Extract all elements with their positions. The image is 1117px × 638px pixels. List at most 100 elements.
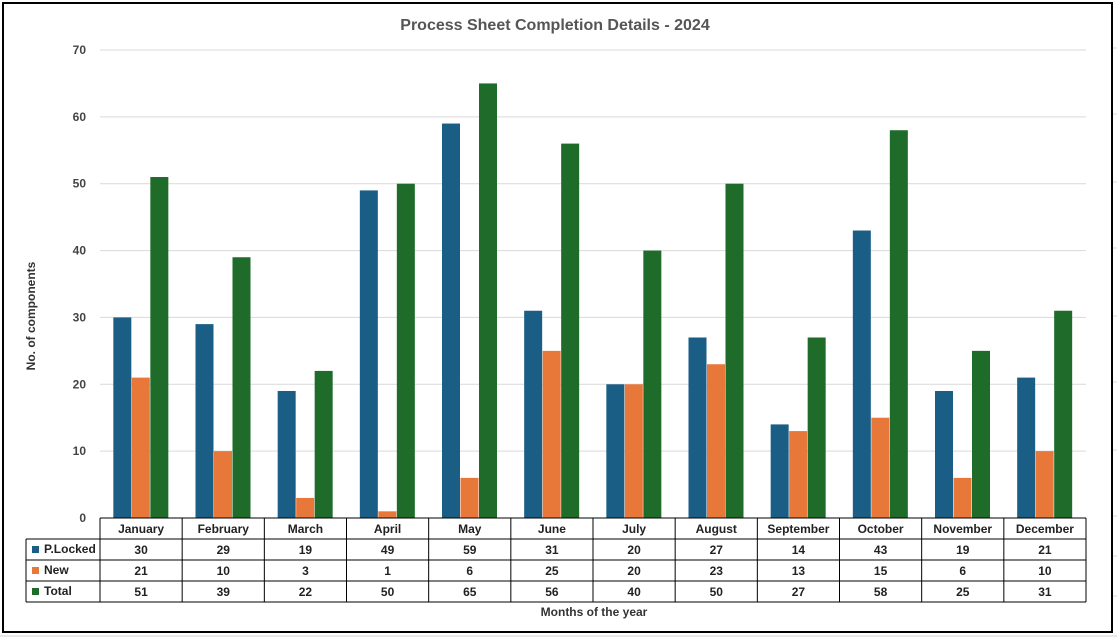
bar-total-june (561, 143, 580, 518)
table-value: 10 (217, 564, 231, 578)
category-label: September (767, 522, 829, 536)
table-value: 30 (134, 543, 148, 557)
table-value: 19 (956, 543, 970, 557)
category-label: November (933, 522, 992, 536)
table-value: 51 (134, 585, 148, 599)
x-axis-label: Months of the year (541, 605, 648, 619)
y-tick-label: 10 (73, 444, 87, 458)
category-label: July (622, 522, 646, 536)
bar-new-january (131, 377, 150, 518)
category-label: April (374, 522, 401, 536)
table-value: 31 (545, 543, 559, 557)
bar-new-june (542, 350, 561, 518)
bar-new-february (214, 451, 232, 518)
legend-swatch (32, 567, 39, 574)
bar-p-locked-december (1017, 377, 1036, 518)
table-value: 56 (545, 585, 559, 599)
bar-total-september (807, 337, 826, 518)
legend-swatch (32, 588, 39, 595)
category-label: May (458, 522, 482, 536)
bar-new-october (871, 417, 890, 518)
table-value: 27 (792, 585, 806, 599)
y-tick-label: 40 (73, 244, 87, 258)
bar-total-august (725, 183, 744, 518)
table-value: 25 (545, 564, 559, 578)
bar-total-may (479, 83, 497, 518)
legend-label: P.Locked (44, 542, 96, 556)
table-value: 1 (384, 564, 391, 578)
bar-p-locked-october (852, 230, 871, 518)
table-value: 13 (792, 564, 806, 578)
y-tick-label: 50 (73, 177, 87, 191)
legend-label: Total (44, 584, 72, 598)
bar-p-locked-april (359, 190, 378, 518)
y-tick-label: 30 (73, 310, 87, 324)
chart-title: Process Sheet Completion Details - 2024 (400, 17, 710, 34)
category-label: March (288, 522, 323, 536)
bar-new-may (460, 477, 479, 518)
table-value: 21 (1038, 543, 1052, 557)
y-tick-label: 60 (73, 110, 87, 124)
table-value: 6 (466, 564, 473, 578)
y-axis-ticks: 0 10 20 30 40 50 60 70 (73, 43, 87, 525)
table-value: 40 (627, 585, 641, 599)
table-value: 20 (627, 564, 641, 578)
bar-total-march (314, 370, 333, 518)
chart: Process Sheet Completion Details - 2024 … (24, 17, 1087, 619)
bar-total-january (150, 177, 169, 518)
table-value: 23 (710, 564, 724, 578)
y-tick-label: 70 (73, 43, 87, 57)
bar-new-april (378, 511, 397, 518)
bar-p-locked-february (195, 324, 214, 518)
bar-new-september (789, 431, 808, 518)
table-value: 31 (1038, 585, 1052, 599)
table-value: 25 (956, 585, 970, 599)
y-tick-label: 0 (79, 511, 86, 525)
table-value: 6 (959, 564, 966, 578)
category-label: December (1016, 522, 1074, 536)
bar-p-locked-november (935, 390, 953, 518)
category-label: October (858, 522, 904, 536)
bar-new-december (1035, 451, 1054, 518)
bar-total-february (232, 257, 251, 518)
bar-p-locked-january (113, 317, 132, 518)
bars (113, 83, 1073, 519)
bar-new-august (707, 364, 725, 518)
bar-p-locked-july (606, 384, 625, 518)
category-label: January (118, 522, 164, 536)
y-axis-label: No. of components (24, 261, 38, 370)
y-tick-label: 20 (73, 377, 87, 391)
category-label: June (538, 522, 566, 536)
table-value: 59 (463, 543, 477, 557)
bar-total-december (1054, 310, 1073, 518)
table-value: 50 (710, 585, 724, 599)
bar-new-july (624, 384, 643, 518)
bar-p-locked-june (524, 310, 543, 518)
bar-p-locked-september (770, 424, 789, 518)
bar-p-locked-may (442, 123, 460, 519)
table-value: 50 (381, 585, 395, 599)
table-value: 29 (217, 543, 231, 557)
table-value: 43 (874, 543, 888, 557)
table-value: 10 (1038, 564, 1052, 578)
legend-label: New (44, 563, 69, 577)
bar-new-november (953, 477, 972, 518)
table-value: 58 (874, 585, 888, 599)
table-value: 14 (792, 543, 806, 557)
bar-total-october (889, 130, 908, 518)
table-value: 15 (874, 564, 888, 578)
bar-total-july (643, 250, 662, 519)
table-value: 20 (627, 543, 641, 557)
table-value: 65 (463, 585, 477, 599)
data-table: January February March April May June July Augu… (25, 517, 1087, 603)
bar-p-locked-august (688, 337, 707, 518)
table-value: 22 (299, 585, 313, 599)
table-value: 19 (299, 543, 313, 557)
bar-total-november (972, 350, 990, 518)
category-label: February (198, 522, 250, 536)
bar-new-march (296, 497, 315, 518)
bar-p-locked-march (277, 390, 296, 518)
category-label: August (696, 522, 737, 536)
bar-total-april (396, 183, 415, 518)
